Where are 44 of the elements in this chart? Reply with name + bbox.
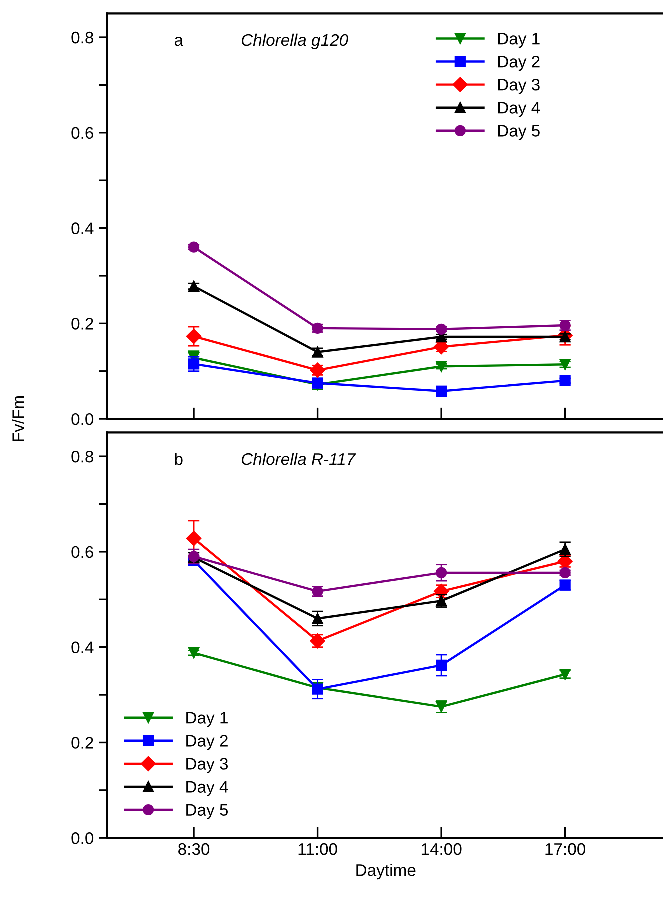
point — [312, 613, 324, 624]
point — [436, 567, 448, 578]
annotation: Chlorella g120 — [242, 34, 348, 50]
point — [188, 648, 200, 659]
point — [188, 242, 200, 253]
x-tick-label: 14:00 — [422, 843, 462, 856]
legend-label: Day 5 — [186, 804, 228, 820]
y-tick-label: 0.6 — [72, 127, 94, 140]
legend-label: Day 4 — [498, 102, 540, 118]
y-tick-label: 0.4 — [72, 642, 94, 654]
y-tick-label: 0.4 — [72, 222, 94, 234]
legend-label: Day 5 — [498, 125, 540, 140]
point — [188, 358, 200, 370]
x-tick-label: 17:00 — [546, 843, 586, 856]
point — [560, 375, 571, 386]
point — [560, 567, 571, 578]
y-tick-label: 0.6 — [72, 546, 94, 558]
legend-label: Day 3 — [186, 758, 228, 774]
point — [436, 361, 448, 372]
y-tick-label: 0.0 — [72, 832, 94, 844]
x-axis-title: Daytime — [356, 864, 416, 880]
legend-label: Day 2 — [498, 56, 540, 72]
annotation: b — [175, 452, 183, 466]
y-tick-label: 0.0 — [72, 413, 94, 426]
x-tick-label: 8:30 — [178, 843, 210, 856]
annotation: a — [174, 37, 184, 46]
legend-label: Day 2 — [186, 735, 228, 750]
point — [560, 331, 571, 343]
y-tick-label: 0.8 — [72, 450, 94, 463]
legend-label: Day 4 — [186, 781, 228, 796]
x-tick-label: 11:00 — [298, 843, 338, 856]
legend-label: Day 3 — [498, 79, 540, 94]
y-tick-label: 0.8 — [72, 32, 94, 44]
point — [560, 359, 571, 370]
point — [436, 660, 448, 672]
annotation: Chlorella R-117 — [242, 452, 356, 466]
y-axis-title: Fv/Fm — [12, 396, 24, 442]
point — [560, 544, 571, 556]
point — [436, 324, 448, 335]
y-tick-label: 0.2 — [72, 318, 94, 330]
point — [186, 531, 202, 546]
legend-label: Day 1 — [498, 33, 540, 48]
y-tick-label: 0.2 — [72, 737, 94, 749]
legend-label: Day 1 — [186, 712, 228, 728]
